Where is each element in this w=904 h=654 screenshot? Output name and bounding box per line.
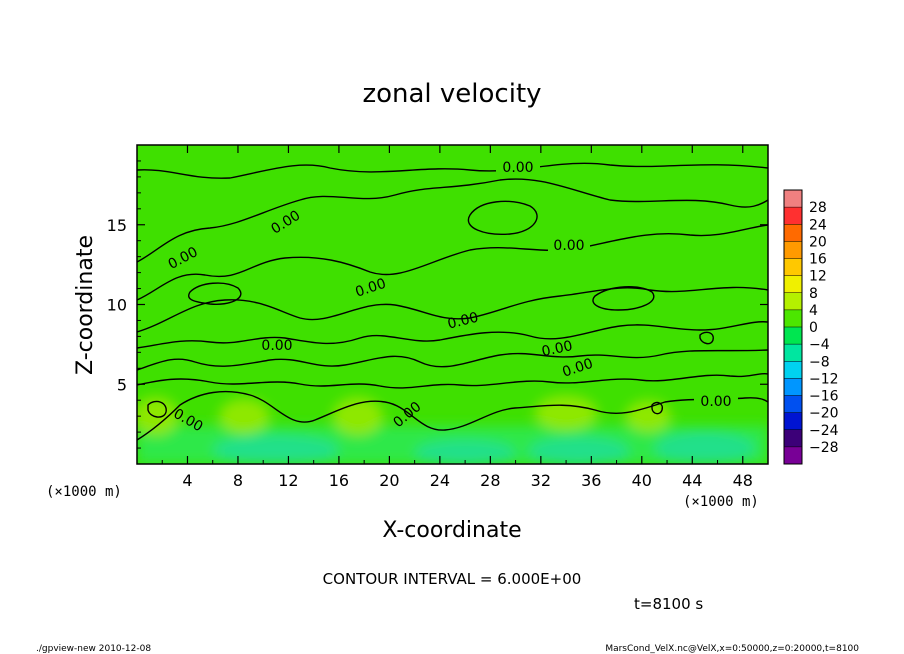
- x-tick-label: 40: [632, 471, 652, 490]
- plot-field: 0.00 0.00 0.00 0.00 0.00 0.00 0.00 0.00 …: [137, 145, 768, 464]
- contour-line: [137, 162, 768, 179]
- colorbar-label: −20: [809, 406, 839, 422]
- colorbar-swatch: [784, 412, 802, 431]
- colorbar-label: 20: [809, 234, 827, 250]
- colorbar-label: −24: [809, 423, 839, 439]
- x-axis: 4 8 12 16 20 24 28 32 36 40 44 48: [161, 145, 753, 490]
- colorbar-label: −12: [809, 371, 839, 387]
- y-tick-label: 15: [107, 216, 127, 235]
- colorbar-label: 28: [809, 200, 827, 216]
- colorbar-swatch: [784, 207, 802, 225]
- contour-line: [137, 321, 768, 349]
- colorbar-swatch: [784, 429, 802, 448]
- footer-left: ./gpview-new 2010-12-08: [36, 644, 151, 654]
- field-positive-patch: [332, 397, 384, 436]
- colorbar-label: −16: [809, 389, 839, 405]
- contour-interval: CONTOUR INTERVAL = 6.000E+00: [323, 570, 582, 588]
- x-tick-label: 48: [733, 471, 753, 490]
- colorbar-label: −28: [809, 440, 839, 456]
- y-tick-label: 10: [107, 296, 127, 315]
- y-axis: 5 10 15: [107, 160, 768, 449]
- colorbar-swatch: [784, 446, 802, 465]
- x-multiplier-left: (×1000 m): [46, 484, 122, 500]
- colorbar-label: 24: [809, 217, 827, 233]
- contour-line: [137, 178, 768, 263]
- colorbar-swatch: [784, 292, 802, 311]
- contour-line: [137, 224, 768, 301]
- y-tick-label: 5: [117, 375, 127, 394]
- colorbar-swatch: [784, 190, 802, 208]
- footer-right: MarsCond_VelX.nc@VelX,x=0:50000,z=0:2000…: [605, 644, 859, 654]
- contour-label-bg: [548, 236, 590, 254]
- contour-line: [651, 401, 664, 415]
- colorbar-swatch: [784, 327, 802, 345]
- colorbar-swatch: [784, 241, 802, 259]
- x-tick-label: 32: [531, 471, 551, 490]
- contour-label: 0.00: [446, 310, 480, 333]
- field-positive-patch: [219, 398, 270, 434]
- x-tick-label: 16: [329, 471, 349, 490]
- x-tick-label: 8: [233, 471, 243, 490]
- field-negative-patch: [654, 432, 756, 464]
- contour-line: [137, 349, 768, 371]
- contour-label: 0.00: [553, 238, 584, 254]
- contour-label: 0.00: [261, 338, 292, 354]
- x-tick-label: 4: [182, 471, 192, 490]
- colorbar-label: −8: [809, 354, 830, 370]
- contour-line: [592, 286, 655, 311]
- x-multiplier-right: (×1000 m): [683, 494, 759, 510]
- x-tick-label: 28: [480, 471, 500, 490]
- colorbar-label: 12: [809, 269, 827, 285]
- x-tick-label: 24: [430, 471, 450, 490]
- contour-line: [699, 331, 714, 345]
- colorbar-swatch: [784, 224, 802, 242]
- field-negative-patch: [212, 435, 339, 464]
- field-positive-patch: [625, 400, 671, 433]
- y-axis-label: Z-coordinate: [73, 235, 98, 375]
- colorbar-swatch: [784, 309, 802, 328]
- contour-line: [137, 390, 768, 441]
- colorbar-label: 16: [809, 252, 827, 268]
- chart-title: zonal velocity: [362, 79, 541, 109]
- contour-label: 0.00: [700, 394, 731, 410]
- colorbar-label: 4: [809, 303, 818, 319]
- field-negative-patch: [528, 436, 630, 464]
- colorbar-label: 0: [809, 320, 818, 336]
- contour-line: [137, 286, 768, 333]
- colorbar-label: 8: [809, 286, 818, 302]
- x-axis-label: X-coordinate: [382, 518, 521, 543]
- contour-line: [147, 400, 167, 418]
- colorbar-swatch: [784, 361, 802, 379]
- x-tick-label: 12: [278, 471, 298, 490]
- x-tick-label: 36: [581, 471, 601, 490]
- field-positive-patch: [534, 395, 598, 431]
- contour-label-bg: [496, 157, 540, 175]
- contour-lines: [137, 162, 768, 441]
- x-tick-label: 44: [682, 471, 702, 490]
- colorbar-swatch: [784, 378, 802, 396]
- time-label: t=8100 s: [634, 595, 703, 613]
- colorbar-swatch: [784, 258, 802, 276]
- x-tick-label: 20: [379, 471, 399, 490]
- contour-line: [467, 200, 538, 236]
- contour-label: 0.00: [502, 160, 533, 176]
- contour-label-bg: [694, 393, 738, 409]
- contour-line: [137, 372, 768, 389]
- contour-line: [188, 282, 242, 305]
- contour-label: 0.00: [540, 338, 574, 360]
- colorbar-label: −4: [809, 337, 830, 353]
- colorbar-swatch: [784, 395, 802, 413]
- colorbar-swatch: [784, 344, 802, 362]
- colorbar-swatch: [784, 275, 802, 294]
